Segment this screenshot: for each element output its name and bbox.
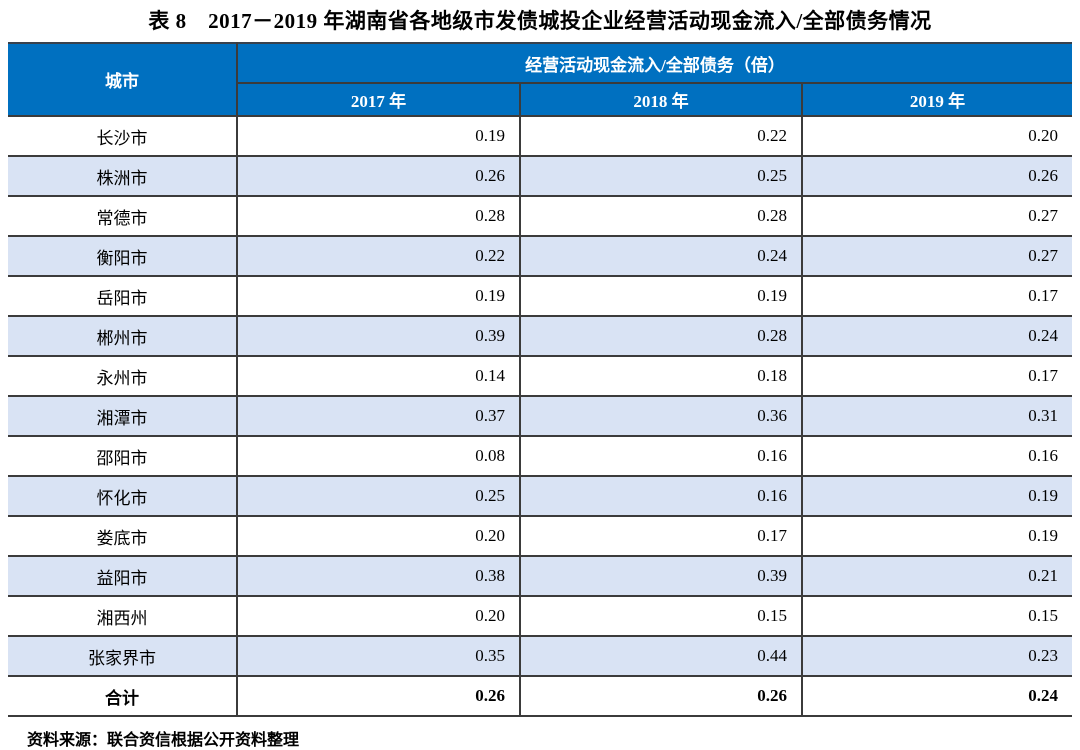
total-label-cell: 合计 [8, 675, 237, 717]
value-cell-2019: 0.27 [801, 195, 1072, 236]
value-cell-2018: 0.44 [519, 635, 802, 676]
column-header-2018: 2018 年 [519, 82, 802, 116]
value-cell-2019: 0.26 [801, 155, 1072, 196]
city-cell: 永州市 [8, 355, 237, 396]
city-cell: 湘西州 [8, 595, 237, 636]
city-cell: 娄底市 [8, 515, 237, 556]
table-row: 常德市 0.28 0.28 0.27 [8, 195, 1072, 236]
city-cell: 郴州市 [8, 315, 237, 356]
table-total-row: 合计 0.26 0.26 0.24 [8, 675, 1072, 717]
value-cell-2019: 0.31 [801, 395, 1072, 436]
column-header-city: 城市 [8, 42, 238, 116]
table-row: 怀化市 0.25 0.16 0.19 [8, 475, 1072, 516]
value-cell-2017: 0.20 [236, 515, 520, 556]
table-row: 衡阳市 0.22 0.24 0.27 [8, 235, 1072, 276]
value-cell-2017: 0.39 [236, 315, 520, 356]
total-value-cell-2017: 0.26 [236, 675, 520, 717]
table-row: 张家界市 0.35 0.44 0.23 [8, 635, 1072, 676]
value-cell-2019: 0.15 [801, 595, 1072, 636]
city-cell: 常德市 [8, 195, 237, 236]
table-body: 长沙市 0.19 0.22 0.20 株洲市 0.26 0.25 0.26 常德… [8, 115, 1072, 717]
table-header-row-group: 城市 经营活动现金流入/全部债务（倍） [8, 42, 1072, 116]
table-title: 表 8 2017－2019 年湖南省各地级市发债城投企业经营活动现金流入/全部债… [148, 9, 932, 33]
value-cell-2017: 0.38 [236, 555, 520, 596]
value-cell-2019: 0.19 [801, 475, 1072, 516]
value-cell-2018: 0.18 [519, 355, 802, 396]
city-cell: 衡阳市 [8, 235, 237, 276]
value-cell-2017: 0.22 [236, 235, 520, 276]
value-cell-2019: 0.17 [801, 355, 1072, 396]
table-row: 永州市 0.14 0.18 0.17 [8, 355, 1072, 396]
value-cell-2017: 0.26 [236, 155, 520, 196]
table-row: 岳阳市 0.19 0.19 0.17 [8, 275, 1072, 316]
table-row: 湘西州 0.20 0.15 0.15 [8, 595, 1072, 636]
value-cell-2018: 0.22 [519, 115, 802, 156]
value-cell-2019: 0.19 [801, 515, 1072, 556]
value-cell-2019: 0.23 [801, 635, 1072, 676]
value-cell-2017: 0.19 [236, 275, 520, 316]
value-cell-2019: 0.24 [801, 315, 1072, 356]
value-cell-2017: 0.20 [236, 595, 520, 636]
value-cell-2018: 0.16 [519, 435, 802, 476]
column-header-group: 经营活动现金流入/全部债务（倍） [237, 42, 1072, 84]
table-header: 城市 经营活动现金流入/全部债务（倍） 2017 年 2018 年 2019 年 [8, 42, 1072, 116]
value-cell-2018: 0.16 [519, 475, 802, 516]
value-cell-2018: 0.24 [519, 235, 802, 276]
total-value-cell-2018: 0.26 [519, 675, 802, 717]
value-cell-2017: 0.14 [236, 355, 520, 396]
value-cell-2018: 0.17 [519, 515, 802, 556]
total-value-cell-2019: 0.24 [801, 675, 1072, 717]
table-row: 郴州市 0.39 0.28 0.24 [8, 315, 1072, 356]
value-cell-2018: 0.15 [519, 595, 802, 636]
city-cell: 株洲市 [8, 155, 237, 196]
city-cell: 邵阳市 [8, 435, 237, 476]
city-cell: 张家界市 [8, 635, 237, 676]
value-cell-2017: 0.35 [236, 635, 520, 676]
value-cell-2019: 0.27 [801, 235, 1072, 276]
value-cell-2019: 0.17 [801, 275, 1072, 316]
city-cell: 湘潭市 [8, 395, 237, 436]
value-cell-2018: 0.28 [519, 315, 802, 356]
value-cell-2018: 0.19 [519, 275, 802, 316]
city-cell: 长沙市 [8, 115, 237, 156]
data-table: 城市 经营活动现金流入/全部债务（倍） 2017 年 2018 年 2019 年… [8, 42, 1072, 717]
value-cell-2017: 0.19 [236, 115, 520, 156]
table-row: 长沙市 0.19 0.22 0.20 [8, 115, 1072, 156]
table-row: 益阳市 0.38 0.39 0.21 [8, 555, 1072, 596]
table-row: 湘潭市 0.37 0.36 0.31 [8, 395, 1072, 436]
value-cell-2019: 0.16 [801, 435, 1072, 476]
column-header-2019: 2019 年 [801, 82, 1072, 116]
table-row: 邵阳市 0.08 0.16 0.16 [8, 435, 1072, 476]
table-row: 娄底市 0.20 0.17 0.19 [8, 515, 1072, 556]
source-note: 资料来源：联合资信根据公开资料整理 [27, 732, 300, 749]
table-header-row-years: 2017 年 2018 年 2019 年 [8, 82, 1072, 116]
column-header-2017: 2017 年 [237, 82, 520, 116]
value-cell-2018: 0.25 [519, 155, 802, 196]
city-cell: 岳阳市 [8, 275, 237, 316]
value-cell-2017: 0.25 [236, 475, 520, 516]
value-cell-2018: 0.28 [519, 195, 802, 236]
value-cell-2017: 0.08 [236, 435, 520, 476]
value-cell-2018: 0.36 [519, 395, 802, 436]
value-cell-2017: 0.28 [236, 195, 520, 236]
city-cell: 怀化市 [8, 475, 237, 516]
city-cell: 益阳市 [8, 555, 237, 596]
value-cell-2019: 0.21 [801, 555, 1072, 596]
value-cell-2018: 0.39 [519, 555, 802, 596]
table-row: 株洲市 0.26 0.25 0.26 [8, 155, 1072, 196]
value-cell-2019: 0.20 [801, 115, 1072, 156]
value-cell-2017: 0.37 [236, 395, 520, 436]
